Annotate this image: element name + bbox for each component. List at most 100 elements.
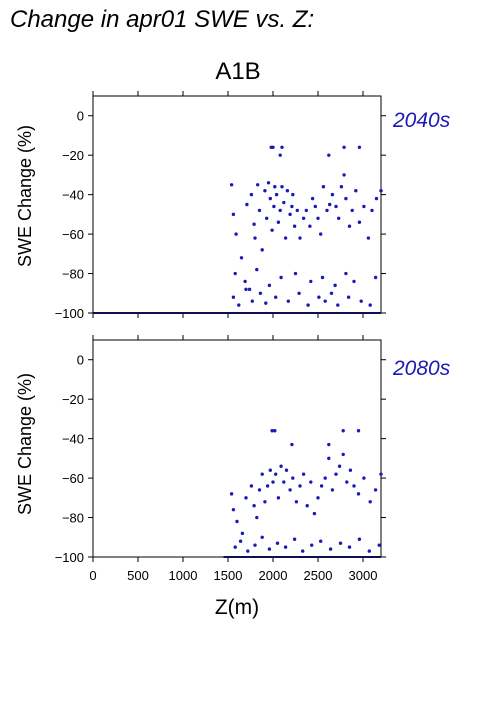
data-point [337,216,341,221]
data-point [291,192,295,197]
data-point [253,236,257,240]
data-point [283,236,288,240]
x-tick-label: 500 [127,568,149,583]
data-point [309,279,313,284]
data-point [344,196,348,201]
page-title: Change in apr01 SWE vs. Z: [10,6,315,33]
x-tick-label: 2500 [304,568,333,583]
data-point [268,468,272,472]
y-tick-label: −40 [62,188,84,203]
data-point [279,464,283,468]
data-point [347,224,352,228]
data-point [273,429,277,433]
data-point [231,295,236,299]
data-point [366,236,371,240]
data-point [350,208,354,213]
data-point [253,543,257,547]
data-point [337,464,342,468]
chart-panel-2040s: 0 −20 −40 −60 −80 −100 SWE Change (%) 2040s [15,91,451,321]
data-point [278,208,282,213]
data-point [301,549,305,553]
data-point [285,188,290,193]
x-tick-label: 3000 [349,568,378,583]
data-point [237,303,241,307]
data-point [257,488,262,492]
data-point [234,232,238,236]
data-point [278,153,282,157]
period-label: 2080s [392,357,451,380]
data-point [367,549,371,553]
data-point [323,299,327,303]
data-point [316,216,320,221]
data-point [297,291,301,295]
data-point [336,303,340,307]
data-point [275,541,280,545]
data-point [321,185,326,189]
data-point [256,183,260,187]
data-point [295,208,299,213]
data-point [235,519,239,524]
data-point [249,192,254,197]
data-point [354,188,358,193]
data-point [379,472,383,476]
data-point [283,545,288,549]
data-point [362,476,366,480]
data-point [310,196,315,201]
data-point [319,484,324,488]
data-point [288,488,292,492]
data-point [308,224,312,228]
data-point [240,531,245,536]
data-point [264,301,268,305]
data-point [276,220,281,224]
data-point [334,204,338,209]
data-point [265,484,270,488]
data-point [274,192,279,197]
data-point [339,185,344,189]
y-tick-label: 0 [77,353,84,368]
data-point [280,185,284,189]
data-point [334,472,338,476]
data-point [330,192,335,197]
data-point [245,202,249,207]
data-point [290,442,294,447]
data-point [316,496,320,500]
data-point [338,541,343,545]
data-point [328,547,333,551]
y-tick-label: 0 [77,109,84,124]
data-point [265,216,269,221]
data-point [368,303,372,307]
chart-panel-2080s: 0 −20 −40 −60 −80 −100 0 500 1000 1500 2000 2500 300… [15,335,451,583]
data-point [270,429,274,433]
data-point [284,468,289,472]
data-point [260,248,264,252]
data-point [301,216,306,221]
data-point [319,539,323,543]
data-point [252,222,256,226]
data-point [357,220,362,224]
data-point [279,275,283,280]
data-point [344,271,348,276]
data-point [263,188,267,193]
data-point [310,543,314,547]
data-point [286,299,290,303]
data-point [229,492,234,496]
data-point [274,295,278,299]
x-tick-label: 1500 [214,568,243,583]
data-point [320,275,325,280]
data-point [258,291,263,295]
data-point [267,283,272,288]
data-point [327,456,331,461]
data-point [244,287,248,292]
data-point [294,500,299,504]
y-tick-label: −100 [55,550,84,565]
data-point [359,299,363,303]
data-point [288,212,292,217]
data-point [301,472,306,476]
data-point [298,484,302,488]
data-point [244,496,248,500]
data-point [348,468,353,472]
data-point [229,183,234,187]
data-point [290,204,294,209]
data-point [233,545,237,549]
